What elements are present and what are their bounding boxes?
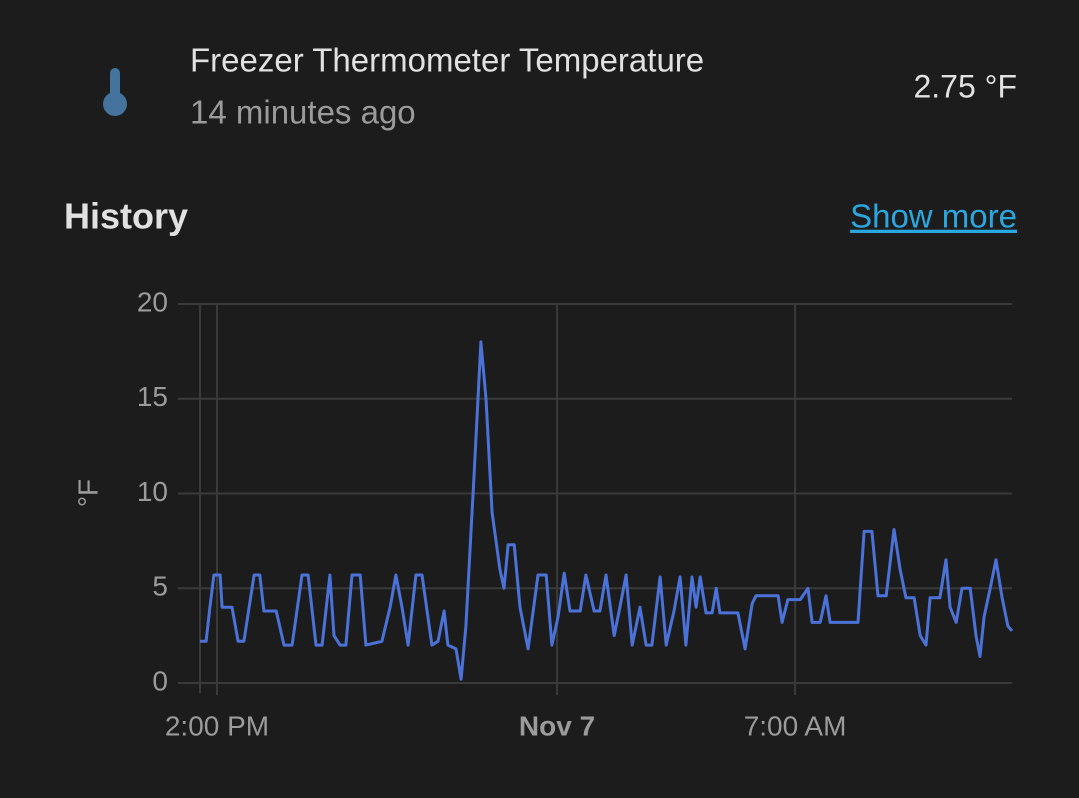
- last-changed: 14 minutes ago: [190, 94, 416, 131]
- thermometer-icon: [103, 68, 127, 116]
- state: 2.75 °F: [913, 68, 1017, 104]
- data-line: [200, 340, 1014, 681]
- y-tick-label: 10: [137, 476, 168, 507]
- y-tick-label: 0: [152, 665, 168, 696]
- entity-title: Freezer Thermometer Temperature: [190, 42, 704, 79]
- y-tick-label: 15: [137, 381, 168, 412]
- y-axis-label: °F: [72, 479, 103, 507]
- history-heading: History: [64, 196, 188, 237]
- x-tick-label: 7:00 AM: [744, 710, 847, 741]
- y-tick-label: 20: [137, 286, 168, 317]
- x-tick-label: Nov 7: [519, 710, 595, 741]
- show-more-link[interactable]: Show more: [850, 198, 1017, 235]
- x-tick-label: 2:00 PM: [165, 710, 269, 741]
- y-tick-label: 5: [152, 571, 168, 602]
